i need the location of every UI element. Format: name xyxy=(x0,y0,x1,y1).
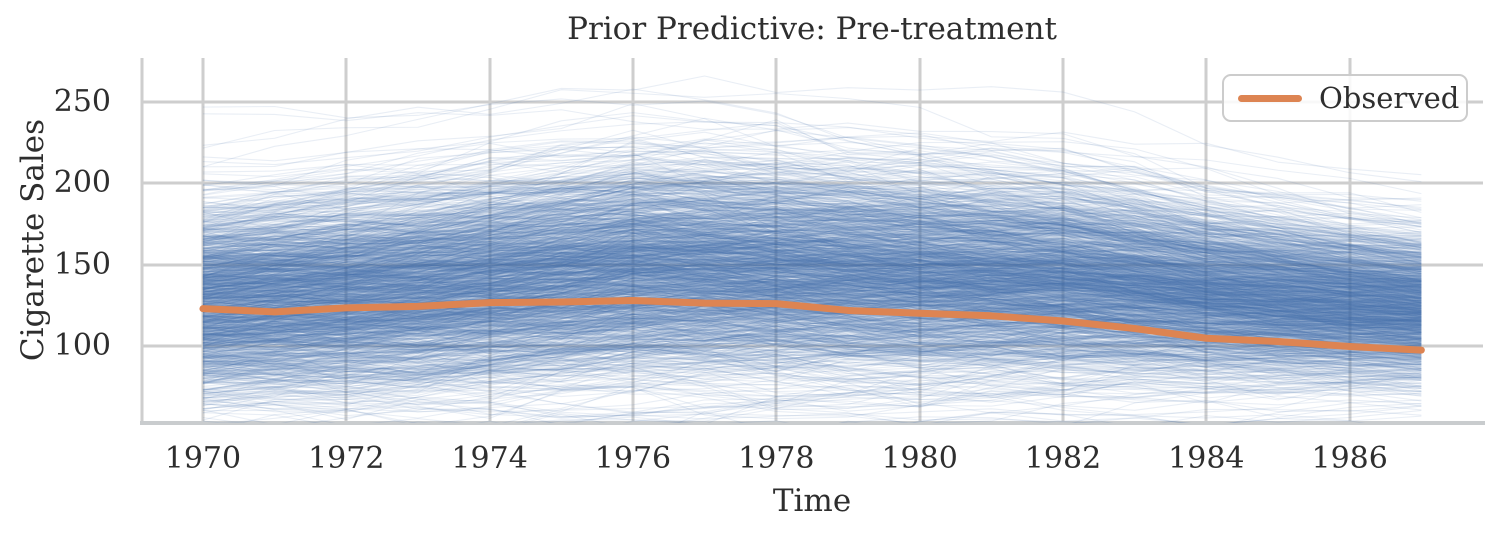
x-axis-label: Time xyxy=(772,483,852,519)
chart-title: Prior Predictive: Pre-treatment xyxy=(567,11,1057,47)
x-tick-label: 1978 xyxy=(738,441,815,476)
legend: Observed xyxy=(1222,74,1468,122)
legend-observed-label: Observed xyxy=(1319,80,1460,115)
x-tick-label: 1986 xyxy=(1311,441,1388,476)
x-tick-label: 1984 xyxy=(1168,441,1245,476)
x-tick-label: 1972 xyxy=(308,441,385,476)
legend-observed-swatch xyxy=(1238,94,1302,102)
x-tick-label: 1976 xyxy=(594,441,672,476)
x-tick-label: 1980 xyxy=(881,441,958,476)
x-tick-label: 1970 xyxy=(164,441,242,476)
x-tick-label: 1982 xyxy=(1024,441,1102,476)
y-tick-label: 150 xyxy=(53,246,111,282)
y-tick-label: 250 xyxy=(53,84,111,120)
y-tick-label: 200 xyxy=(53,165,111,201)
y-axis-label: Cigarette Sales xyxy=(15,118,51,362)
x-tick-label: 1974 xyxy=(451,441,528,476)
y-tick-label: 100 xyxy=(53,328,111,364)
